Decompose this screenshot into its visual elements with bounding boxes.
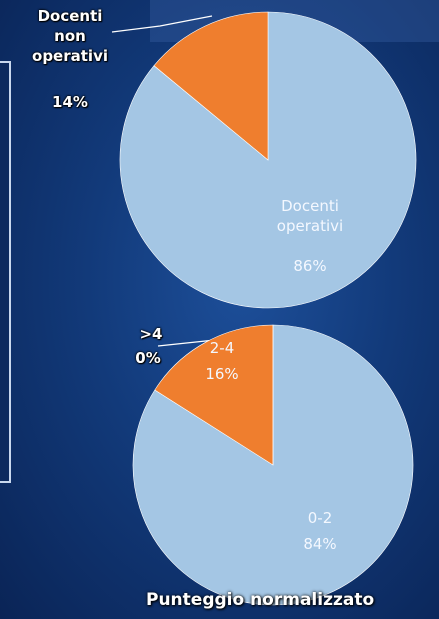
slice-label: >4 [136, 324, 166, 344]
slice-label: 0-2 [290, 508, 350, 528]
slice-value-label: 86% [262, 256, 358, 276]
slice-value-label: 14% [22, 92, 118, 112]
slice-label: Docenti operativi [262, 196, 358, 236]
slide: Docenti operativi 86% Docenti non operativ… [0, 0, 439, 619]
slice-label: 2-4 [192, 338, 252, 358]
slice-value-label: 16% [192, 364, 252, 384]
slice-value-label: 84% [290, 534, 350, 554]
side-panel [0, 62, 10, 482]
slice-value-label: 0% [128, 348, 168, 368]
chart-title: Punteggio normalizzato [146, 590, 374, 610]
slice-label: Docenti non operativi [22, 6, 118, 66]
